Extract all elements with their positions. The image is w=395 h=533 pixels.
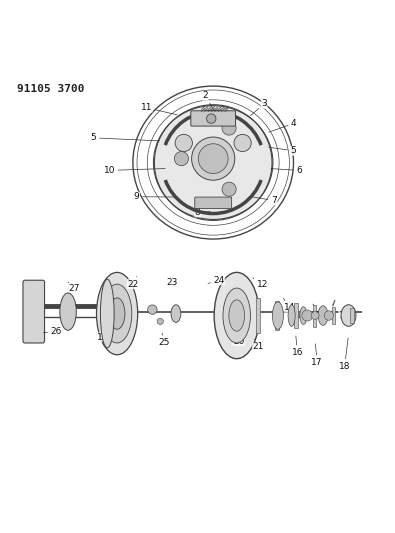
Text: 9: 9	[134, 192, 177, 201]
Text: 21: 21	[253, 339, 264, 351]
Text: 91105 3700: 91105 3700	[17, 84, 85, 94]
Text: 4: 4	[269, 119, 296, 132]
Ellipse shape	[229, 300, 245, 331]
Ellipse shape	[109, 298, 125, 329]
Text: 2: 2	[203, 91, 214, 110]
FancyBboxPatch shape	[191, 111, 235, 126]
Text: 19: 19	[339, 306, 350, 320]
Circle shape	[157, 318, 164, 325]
Ellipse shape	[341, 305, 356, 326]
Circle shape	[192, 137, 235, 180]
Text: 13: 13	[295, 304, 307, 320]
Text: 22: 22	[127, 276, 138, 289]
FancyBboxPatch shape	[195, 197, 231, 208]
Circle shape	[234, 134, 251, 151]
Text: 11: 11	[141, 103, 177, 115]
Text: 10: 10	[103, 166, 165, 175]
Text: 23: 23	[166, 278, 178, 287]
Text: 27: 27	[68, 282, 80, 293]
Circle shape	[174, 151, 188, 166]
Text: 3: 3	[250, 99, 267, 116]
Ellipse shape	[300, 306, 307, 325]
Text: 5: 5	[269, 146, 297, 155]
Text: 18: 18	[339, 338, 350, 371]
Circle shape	[302, 310, 313, 321]
Ellipse shape	[273, 302, 283, 329]
Text: 24: 24	[208, 276, 225, 285]
Text: 17: 17	[311, 344, 323, 367]
Ellipse shape	[171, 305, 181, 322]
Ellipse shape	[102, 284, 132, 343]
Text: 26: 26	[43, 327, 62, 336]
Ellipse shape	[154, 104, 272, 221]
Circle shape	[324, 311, 334, 320]
Ellipse shape	[223, 288, 250, 343]
Bar	[313, 304, 316, 327]
Circle shape	[198, 144, 228, 174]
Text: 7: 7	[249, 196, 277, 205]
Circle shape	[311, 312, 319, 319]
Ellipse shape	[96, 272, 138, 355]
Text: 20: 20	[233, 335, 245, 345]
Ellipse shape	[214, 272, 259, 359]
Ellipse shape	[318, 306, 328, 325]
Circle shape	[175, 134, 192, 151]
Bar	[332, 307, 335, 324]
Text: 12: 12	[253, 278, 268, 289]
FancyBboxPatch shape	[23, 280, 45, 343]
Text: 5: 5	[91, 133, 160, 142]
Ellipse shape	[288, 305, 295, 326]
Text: 8: 8	[195, 208, 211, 217]
Bar	[275, 301, 279, 330]
Circle shape	[222, 182, 236, 196]
Bar	[294, 303, 297, 328]
Ellipse shape	[100, 279, 114, 348]
Text: 6: 6	[271, 166, 302, 175]
Ellipse shape	[60, 293, 76, 330]
Bar	[350, 309, 354, 322]
Circle shape	[148, 305, 157, 314]
Text: 15: 15	[313, 304, 327, 320]
Text: 25: 25	[158, 333, 170, 348]
Text: 16: 16	[292, 336, 303, 357]
Text: 14: 14	[283, 298, 295, 312]
Circle shape	[207, 114, 216, 123]
Bar	[256, 298, 260, 333]
Circle shape	[222, 121, 236, 135]
Text: 1: 1	[96, 333, 103, 342]
